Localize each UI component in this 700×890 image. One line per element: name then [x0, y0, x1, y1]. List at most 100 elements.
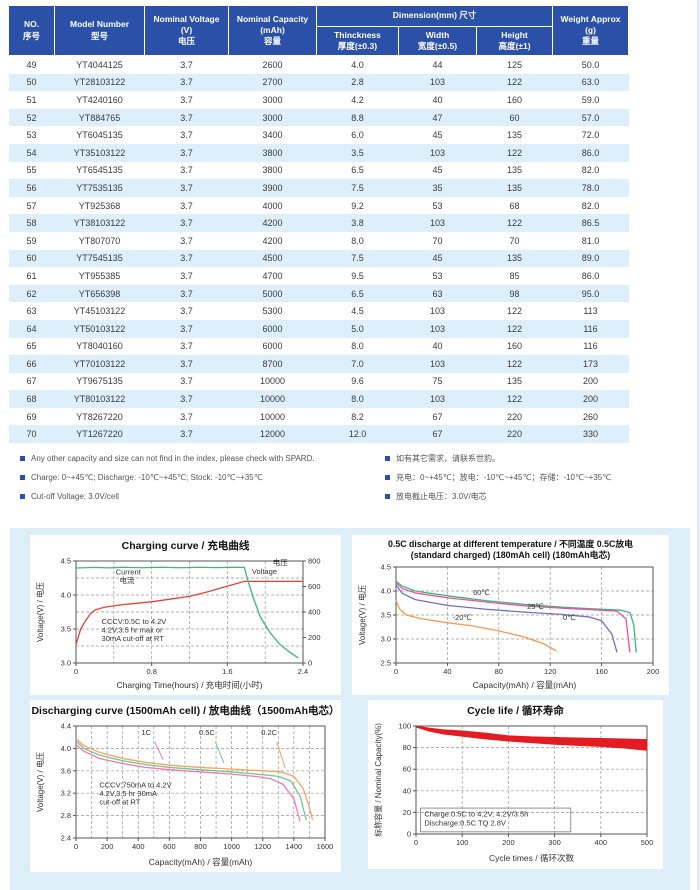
- cell: 40: [432, 94, 443, 105]
- svg-text:2.4: 2.4: [298, 667, 308, 676]
- svg-text:4.5: 4.5: [61, 557, 71, 566]
- svg-text:0: 0: [394, 667, 398, 676]
- cell: 3800: [262, 147, 283, 158]
- cell: 85: [509, 270, 520, 281]
- cell: 3800: [262, 165, 283, 176]
- charging-curve-chart: 0 0.8 1.6 2.4 3.0 3.5 4.0 4.5 0 200 400 600 800 Curre…: [35, 557, 321, 691]
- cell: 10000: [259, 394, 286, 405]
- cell: 4200: [262, 235, 283, 246]
- cell: 4.2: [351, 94, 364, 105]
- cell: 135: [507, 376, 523, 387]
- cell: 8.2: [351, 411, 364, 422]
- cell: 89.0: [581, 253, 600, 264]
- cell: 10000: [259, 411, 286, 422]
- footnotes-english: Any other capacity and size can not find…: [20, 454, 385, 511]
- svg-text:CCCV:0.5C to 4.2V: CCCV:0.5C to 4.2V: [102, 617, 167, 626]
- cell: 67: [432, 411, 443, 422]
- cell: 122: [507, 218, 523, 229]
- cell: 75: [432, 376, 443, 387]
- svg-text:cut-off at RT: cut-off at RT: [99, 798, 140, 807]
- cell: 45: [432, 165, 443, 176]
- svg-text:200: 200: [647, 667, 660, 676]
- cell: 55: [26, 165, 37, 176]
- cell: 2.8: [351, 77, 364, 88]
- square-bullet-icon: [385, 493, 390, 499]
- cell: 3.8: [351, 218, 364, 229]
- discharging-curve-chart: 0 200 400 600 800 1000 1200 1400 1600 2.4 2.8 3.2 3.…: [35, 722, 333, 868]
- svg-text:0.2C: 0.2C: [261, 728, 277, 737]
- cell: 6.5: [351, 165, 364, 176]
- cell: 57: [26, 200, 37, 211]
- col-header-weight: Weight Approx (g) 重量: [552, 5, 630, 56]
- cell: 7.5: [351, 253, 364, 264]
- col-header-voltage: Nominal Voltage (V) 电压: [144, 5, 229, 56]
- svg-text:Current: Current: [116, 568, 142, 577]
- svg-text:400: 400: [308, 608, 321, 617]
- cell: 122: [507, 147, 523, 158]
- svg-text:1400: 1400: [286, 842, 303, 851]
- cell: 61: [26, 270, 37, 281]
- table-row: 69 YT8267220 3.7 10000 8.2 67 220 260: [9, 408, 629, 426]
- cell: 260: [583, 411, 599, 422]
- table-row: 53 YT6045135 3.7 3400 6.0 45 135 72.0: [9, 126, 629, 144]
- cell: 125: [507, 59, 523, 70]
- cycle-life-panel: Cycle life / 循环寿命 0 100 200 300 400 500 0 20 40 6…: [368, 700, 663, 869]
- col-header-dimension-group: Dimension(mm) 尺寸: [315, 5, 554, 27]
- cell: 3.7: [180, 429, 193, 440]
- cell: 5300: [262, 306, 283, 317]
- cell: 47: [432, 112, 443, 123]
- cell: 45: [432, 130, 443, 141]
- cell: 2700: [262, 77, 283, 88]
- note-en-3: Cut-off Voltage: 3.0V/cell: [20, 492, 385, 502]
- cell: 59: [26, 235, 37, 246]
- cell: YT807070: [78, 235, 121, 246]
- cell: 122: [507, 306, 523, 317]
- note-text: 放电截止电压：3.0V/电芯: [396, 491, 487, 501]
- cell: 122: [507, 358, 523, 369]
- footnotes-chinese: 如有其它需求，请联系世豹。 充电：0~+45℃；放电：-10℃~+45℃；存储：…: [385, 454, 688, 511]
- cell: YT9675135: [76, 376, 123, 387]
- cell: 86.0: [581, 270, 600, 281]
- square-bullet-icon: [20, 456, 25, 461]
- svg-text:Charge:0.5C to 4.2V, 4.2V/3.5h: Charge:0.5C to 4.2V, 4.2V/3.5h: [424, 810, 528, 819]
- cell: 9.6: [351, 376, 364, 387]
- chart-title: Discharging curve (1500mAh cell) / 放电曲线（…: [31, 705, 340, 717]
- cell: 3.7: [180, 270, 193, 281]
- battery-spec-table: NO. 序号 Model Number 型号 Nominal Voltage (…: [8, 5, 630, 444]
- cell: 70: [26, 429, 37, 440]
- svg-text:3.2: 3.2: [61, 789, 71, 798]
- cell: 45: [432, 253, 443, 264]
- cell: 103: [429, 358, 446, 369]
- svg-text:40: 40: [443, 667, 451, 676]
- cell: 3.7: [180, 288, 193, 299]
- cell: 3.7: [180, 235, 193, 246]
- cell: 12.0: [348, 429, 367, 440]
- note-en-2: Charge: 0~+45℃; Discharge: -10℃~+45℃; St…: [20, 473, 385, 483]
- table-row: 50 YT28103122 3.7 2700 2.8 103 122 63.0: [8, 73, 629, 92]
- cell: 160: [507, 94, 523, 105]
- svg-text:2.5: 2.5: [381, 658, 391, 667]
- cell: 10000: [259, 376, 286, 387]
- note-zh-1: 如有其它需求，请联系世豹。: [385, 454, 688, 464]
- cell: 5.0: [351, 323, 364, 334]
- cell: 3.7: [180, 182, 193, 193]
- cell: 4.5: [351, 306, 364, 317]
- cell: 3.7: [180, 306, 193, 317]
- table-row: 60 YT7545135 3.7 4500 7.5 45 135 89.0: [8, 249, 629, 268]
- square-bullet-icon: [20, 474, 25, 480]
- table-row: 55 YT6545135 3.7 3800 6.5 45 135 82.0: [9, 162, 629, 180]
- svg-text:0: 0: [308, 659, 312, 668]
- cell: 122: [507, 77, 523, 88]
- table-row: 65 YT8040160 3.7 6000 8.0 40 160 116: [9, 338, 629, 356]
- cell: 35: [432, 182, 443, 193]
- cell: YT45103122: [73, 306, 126, 317]
- cell: 220: [507, 411, 523, 422]
- cell: 6000: [262, 323, 283, 334]
- cell: 53: [26, 130, 37, 141]
- cell: 8.0: [351, 394, 364, 405]
- cell: 173: [583, 358, 599, 369]
- cell: 50.0: [581, 59, 600, 70]
- svg-text:4.5: 4.5: [381, 562, 391, 571]
- svg-text:4.0: 4.0: [61, 744, 71, 753]
- svg-text:4.0: 4.0: [381, 586, 391, 595]
